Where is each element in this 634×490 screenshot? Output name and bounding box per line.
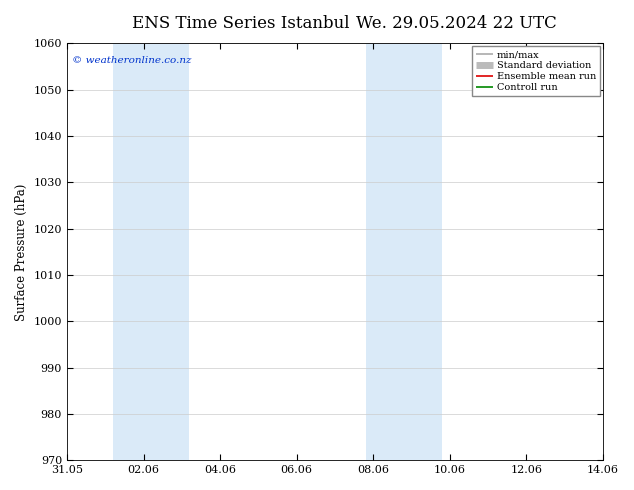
Bar (366, 44, 442, 460)
Bar (113, 44, 190, 460)
Legend: min/max, Standard deviation, Ensemble mean run, Controll run: min/max, Standard deviation, Ensemble me… (472, 47, 600, 96)
Text: We. 29.05.2024 22 UTC: We. 29.05.2024 22 UTC (356, 15, 557, 32)
Text: © weatheronline.co.nz: © weatheronline.co.nz (72, 56, 191, 65)
Y-axis label: Surface Pressure (hPa): Surface Pressure (hPa) (15, 183, 28, 320)
Text: ENS Time Series Istanbul: ENS Time Series Istanbul (132, 15, 350, 32)
